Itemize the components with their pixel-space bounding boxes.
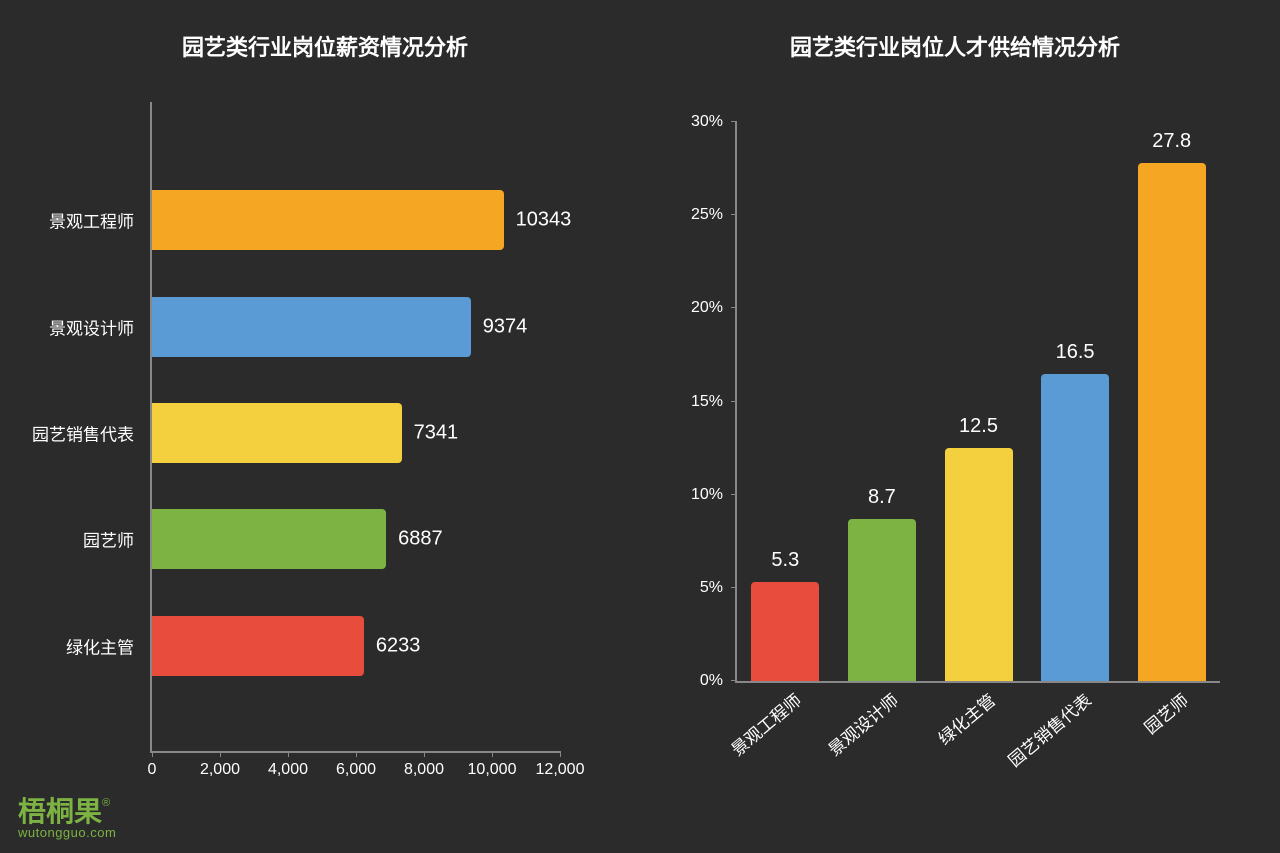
bar-category-label: 景观工程师 <box>725 687 806 761</box>
logo-main-text: 梧桐果 <box>18 796 102 827</box>
y-tick-mark <box>731 401 737 402</box>
bar-category-label: 园艺销售代表 <box>1002 687 1096 772</box>
bar-category-label: 景观设计师 <box>49 314 152 339</box>
x-tick-mark <box>356 751 357 757</box>
y-tick-label: 0% <box>700 672 737 690</box>
bar-value-label: 27.8 <box>1152 130 1191 163</box>
x-tick-label: 2,000 <box>200 761 240 779</box>
bar-value-label: 7341 <box>402 421 459 444</box>
chart-container: 园艺类行业岗位薪资情况分析 景观工程师10343景观设计师9374园艺销售代表7… <box>0 0 1280 853</box>
left-chart: 景观工程师10343景观设计师9374园艺销售代表7341园艺师6887绿化主管… <box>30 102 620 803</box>
bar <box>1138 163 1206 681</box>
bar-category-label: 绿化主管 <box>931 687 999 750</box>
bar-category-label: 景观设计师 <box>822 687 903 761</box>
bar-row: 绿化主管6233 <box>152 616 560 676</box>
bar: 6887 <box>152 509 386 569</box>
left-chart-title: 园艺类行业岗位薪资情况分析 <box>182 30 468 62</box>
right-chart-plot: 0%5%10%15%20%25%30%5.3景观工程师8.7景观设计师12.5绿… <box>735 122 1220 683</box>
bar-column: 5.3景观工程师 <box>751 122 819 681</box>
x-tick-label: 6,000 <box>336 761 376 779</box>
bar-value-label: 6887 <box>386 528 443 551</box>
y-tick-mark <box>731 307 737 308</box>
bar-value-label: 12.5 <box>959 415 998 448</box>
left-panel: 园艺类行业岗位薪资情况分析 景观工程师10343景观设计师9374园艺销售代表7… <box>30 20 640 803</box>
bar-value-label: 6233 <box>364 634 421 657</box>
y-tick-label: 10% <box>691 486 737 504</box>
y-tick-label: 5% <box>700 579 737 597</box>
y-tick-label: 20% <box>691 299 737 317</box>
bar-value-label: 10343 <box>504 209 572 232</box>
y-tick-label: 25% <box>691 206 737 224</box>
right-chart: 0%5%10%15%20%25%30%5.3景观工程师8.7景观设计师12.5绿… <box>660 102 1250 803</box>
left-chart-plot: 景观工程师10343 景观设计师9374 园艺销售代表7341 园艺师6887 绿化主管… <box>150 102 560 753</box>
x-tick-mark <box>152 751 153 757</box>
x-tick-label: 10,000 <box>468 761 517 779</box>
x-tick-mark <box>288 751 289 757</box>
bar-row: 景观工程师10343 <box>152 190 560 250</box>
x-tick-mark <box>560 751 561 757</box>
logo-sub-text: wutongguo.com <box>18 826 116 839</box>
x-tick-label: 8,000 <box>404 761 444 779</box>
x-tick-mark <box>492 751 493 757</box>
bar-row: 园艺销售代表7341 <box>152 403 560 463</box>
y-tick-mark <box>731 494 737 495</box>
x-tick-mark <box>220 751 221 757</box>
bar <box>945 448 1013 681</box>
y-tick-mark <box>731 121 737 122</box>
x-tick-label: 12,000 <box>536 761 585 779</box>
bar-category-label: 园艺师 <box>1137 687 1192 739</box>
bar-category-label: 园艺师 <box>83 527 152 552</box>
x-tick-label: 0 <box>148 761 157 779</box>
y-tick-mark <box>731 587 737 588</box>
bar-value-label: 9374 <box>471 315 528 338</box>
brand-logo: 梧桐果® wutongguo.com <box>18 798 116 839</box>
bar-value-label: 5.3 <box>771 549 799 582</box>
right-chart-title: 园艺类行业岗位人才供给情况分析 <box>790 30 1120 62</box>
bar-column: 16.5园艺销售代表 <box>1041 122 1109 681</box>
x-tick-label: 4,000 <box>268 761 308 779</box>
bar <box>1041 374 1109 681</box>
bar: 7341 <box>152 403 402 463</box>
bar: 10343 <box>152 190 504 250</box>
y-tick-label: 15% <box>691 393 737 411</box>
bar-category-label: 景观工程师 <box>49 208 152 233</box>
bar-category-label: 绿化主管 <box>66 633 152 658</box>
bar-value-label: 8.7 <box>868 486 896 519</box>
bar <box>751 582 819 681</box>
bar <box>848 519 916 681</box>
bar: 6233 <box>152 616 364 676</box>
bar-row: 园艺师6887 <box>152 509 560 569</box>
bar-column: 12.5绿化主管 <box>945 122 1013 681</box>
x-tick-mark <box>424 751 425 757</box>
bar-category-label: 园艺销售代表 <box>32 420 152 445</box>
y-tick-mark <box>731 214 737 215</box>
bar-column: 8.7景观设计师 <box>848 122 916 681</box>
right-panel: 园艺类行业岗位人才供给情况分析 0%5%10%15%20%25%30%5.3景观… <box>640 20 1250 803</box>
bar-row: 景观设计师9374 <box>152 297 560 357</box>
logo-registered: ® <box>102 797 110 809</box>
bar-value-label: 16.5 <box>1056 341 1095 374</box>
bar: 9374 <box>152 297 471 357</box>
bar-column: 27.8园艺师 <box>1138 122 1206 681</box>
y-tick-label: 30% <box>691 113 737 131</box>
y-tick-mark <box>731 680 737 681</box>
